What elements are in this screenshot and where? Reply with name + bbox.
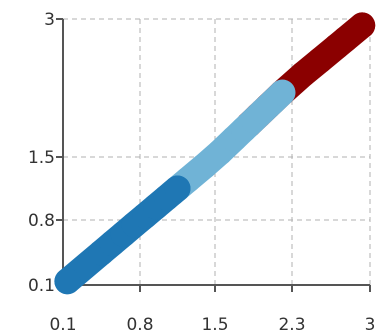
x-tick-labels: 0.1 0.8 1.5 2.3 3	[49, 315, 375, 335]
x-tick-label: 0.8	[126, 315, 153, 335]
data-series	[54, 12, 376, 295]
y-tick-label: 3	[44, 10, 55, 30]
y-tick-labels: 0.1 0.8 1.5 3	[28, 10, 55, 296]
y-tick-label: 0.1	[28, 276, 55, 296]
x-tick-label: 1.5	[201, 315, 228, 335]
axes	[62, 19, 370, 286]
data-point	[164, 175, 191, 202]
data-point	[269, 79, 296, 106]
y-tick-label: 0.8	[28, 211, 55, 231]
series-2	[54, 175, 191, 295]
data-point	[349, 12, 376, 39]
x-tick-label: 0.1	[49, 315, 76, 335]
x-tick-label: 2.3	[278, 315, 305, 335]
x-tick-label: 3	[365, 315, 376, 335]
y-tick-label: 1.5	[28, 148, 55, 168]
data-point	[54, 268, 81, 295]
